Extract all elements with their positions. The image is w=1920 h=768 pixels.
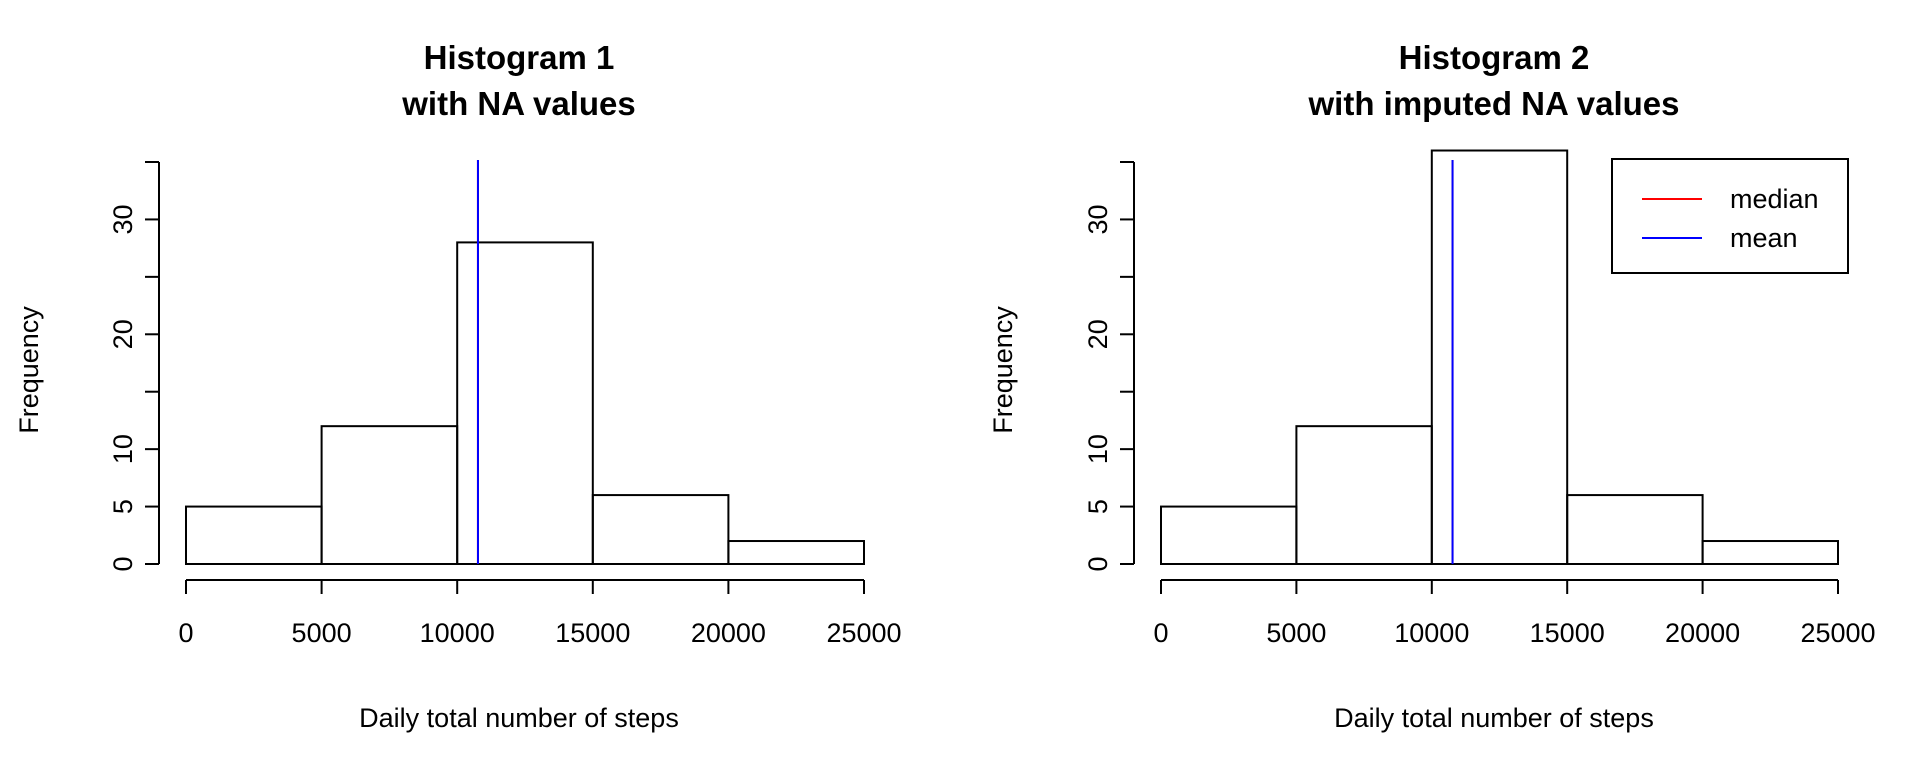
histogram-bar (456, 241, 594, 565)
x-tick-label: 10000 (1394, 618, 1469, 648)
x-tick-label: 5000 (292, 618, 352, 648)
y-tick-label: 0 (1083, 556, 1113, 571)
legend: median mean (1611, 158, 1849, 274)
x-tick-label: 20000 (691, 618, 766, 648)
x-tick-label: 25000 (1800, 618, 1875, 648)
legend-box (1611, 158, 1849, 274)
y-tick-label: 30 (1083, 204, 1113, 234)
x-tick-label: 15000 (1530, 618, 1605, 648)
x-axis-label: Daily total number of steps (359, 703, 679, 733)
x-tick-label: 0 (178, 618, 193, 648)
legend-label-median: median (1730, 184, 1819, 214)
y-tick-label: 10 (108, 434, 138, 464)
histogram-bar (1430, 149, 1569, 565)
histogram-bars (185, 241, 866, 566)
legend-label-mean: mean (1730, 223, 1798, 253)
y-axis-label: Frequency (14, 306, 44, 434)
histogram-bar (1701, 540, 1839, 565)
x-axis-label: Daily total number of steps (1334, 703, 1654, 733)
x-tick-label: 20000 (1665, 618, 1740, 648)
histogram-bar (1566, 494, 1704, 566)
y-tick-label: 5 (108, 499, 138, 514)
x-tick-label: 0 (1153, 618, 1168, 648)
y-tick-label: 30 (108, 204, 138, 234)
x-axis: 0 5000 10000 15000 20000 25000 (178, 579, 902, 648)
y-axis: 0 5 10 20 30 (1083, 161, 1135, 572)
y-axis-label: Frequency (988, 306, 1018, 434)
histogram-bar (727, 540, 866, 565)
x-axis: 0 5000 10000 15000 20000 25000 (1153, 579, 1876, 648)
histogram-1-panel: Histogram 1 with NA values Daily total n… (14, 39, 902, 733)
y-tick-label: 20 (1083, 319, 1113, 349)
y-tick-label: 5 (1083, 499, 1113, 514)
chart-title-line-1: Histogram 2 (1399, 39, 1590, 76)
histogram-bars (1160, 149, 1839, 566)
y-tick-label: 10 (1083, 434, 1113, 464)
x-tick-label: 25000 (826, 618, 901, 648)
x-tick-label: 15000 (555, 618, 630, 648)
histogram-bar (591, 494, 730, 566)
chart-title-line-2: with NA values (401, 85, 636, 122)
chart-title-line-1: Histogram 1 (424, 39, 615, 76)
y-tick-label: 20 (108, 319, 138, 349)
x-tick-label: 5000 (1266, 618, 1326, 648)
chart-title-line-2: with imputed NA values (1308, 85, 1680, 122)
x-tick-label: 10000 (420, 618, 495, 648)
histogram-2-panel: Histogram 2 with imputed NA values Daily… (988, 39, 1876, 733)
y-tick-label: 0 (108, 556, 138, 571)
y-axis: 0 5 10 20 30 (108, 161, 160, 572)
